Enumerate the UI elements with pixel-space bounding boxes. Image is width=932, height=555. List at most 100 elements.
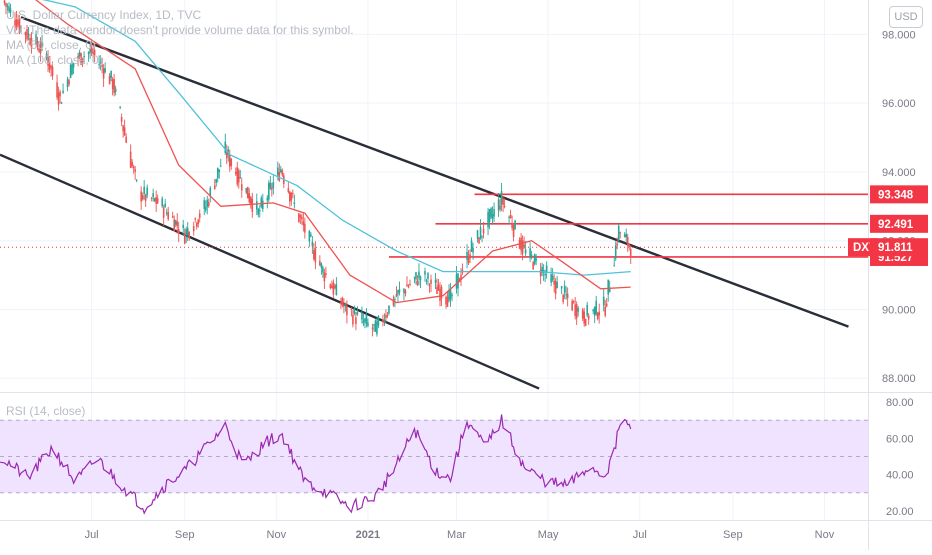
candle-body (521, 240, 524, 254)
candle-body (497, 199, 500, 211)
candle-body (437, 284, 440, 291)
candle-body (523, 244, 525, 247)
candle-body (313, 250, 315, 260)
rsi-tick-label: 40.00 (886, 470, 914, 482)
candle-body (72, 63, 75, 68)
candle-body (188, 232, 191, 238)
candle-body (581, 309, 584, 319)
candle-body (66, 79, 69, 88)
candle-body (30, 37, 33, 49)
currency-button[interactable]: USD (889, 6, 923, 28)
candle-body (436, 287, 438, 294)
time-tick-label: Sep (723, 529, 743, 541)
candle-body (608, 287, 611, 293)
candle-body (155, 197, 157, 204)
candle-body (446, 296, 449, 307)
candle-body (572, 301, 575, 303)
candle-body (120, 117, 123, 122)
candle-body (398, 289, 401, 293)
candle-body (161, 198, 163, 207)
candle-body (353, 308, 356, 315)
candle-body (278, 171, 281, 181)
candle-body (141, 195, 144, 200)
candle-body (114, 88, 117, 92)
candle-body (335, 284, 338, 296)
level-price-tag (870, 185, 928, 204)
candle-body (71, 64, 73, 75)
candle-body (135, 179, 138, 181)
candle-body (592, 309, 594, 312)
candle-body (48, 56, 51, 70)
candle-body (262, 200, 264, 209)
candle-body (290, 192, 293, 201)
candle-body (280, 169, 282, 172)
candle-body (173, 219, 176, 232)
axes: 98.00096.00094.00092.00090.00088.00080.0… (85, 29, 928, 541)
candle-body (511, 222, 513, 229)
candle-body (625, 233, 628, 238)
candle-body (346, 305, 348, 316)
candle-body (512, 224, 515, 237)
candle-body (365, 315, 368, 324)
legend-volume-note: Vol: The data vendor doesn't provide vol… (6, 23, 354, 37)
rsi-tick-label: 80.00 (886, 397, 914, 409)
candle-body (8, 6, 10, 12)
candle-body (500, 191, 503, 205)
candle-body (5, 3, 7, 7)
candle-body (248, 193, 251, 203)
candle-body (493, 209, 495, 217)
level-price-tag (870, 214, 928, 233)
candle-body (551, 275, 554, 280)
candle-body (216, 167, 219, 179)
candle-body (167, 211, 169, 220)
candle-body (125, 136, 127, 143)
price-tick-label: 88.000 (882, 373, 916, 385)
candle-body (38, 47, 40, 52)
candle-body (562, 294, 564, 302)
candle-body (177, 228, 180, 234)
candle-body (619, 232, 622, 234)
time-tick-label: May (538, 529, 559, 541)
candle-body (430, 279, 432, 284)
candle-body (383, 319, 386, 322)
candle-body (509, 214, 512, 219)
candle-body (111, 78, 114, 90)
rsi-tick-label: 20.00 (886, 506, 914, 518)
candle-body (251, 198, 254, 212)
candle-body (565, 294, 567, 296)
candle-body (332, 282, 335, 295)
candle-body (605, 303, 608, 307)
candle-body (45, 53, 48, 58)
candle-body (219, 165, 222, 167)
candle-body (27, 33, 30, 35)
candle-body (628, 244, 631, 247)
candle-body (373, 324, 375, 326)
candle-body (404, 290, 407, 294)
candle-body (150, 197, 153, 199)
candle-body (198, 213, 201, 219)
candle-body (287, 188, 290, 193)
candle-body (614, 245, 617, 259)
candle-body (268, 183, 270, 200)
candle-body (374, 320, 377, 332)
candle-body (9, 8, 12, 13)
level-lines (0, 193, 868, 258)
candle-body (144, 194, 147, 201)
candle-body (281, 170, 284, 176)
candle-body (17, 20, 19, 25)
candle-body (344, 303, 347, 306)
candle-body (213, 185, 216, 190)
candle-body (371, 327, 374, 329)
rsi-series (0, 414, 632, 515)
candle-body (566, 293, 569, 299)
time-tick-label: Sep (175, 529, 195, 541)
legend-ma50: MA (50, close, 0) (6, 38, 97, 52)
candle-body (325, 273, 327, 275)
candle-body (101, 65, 103, 68)
candle-body (197, 219, 200, 225)
candle-body (575, 304, 578, 319)
candle-body (544, 273, 546, 276)
candle-body (361, 313, 363, 320)
